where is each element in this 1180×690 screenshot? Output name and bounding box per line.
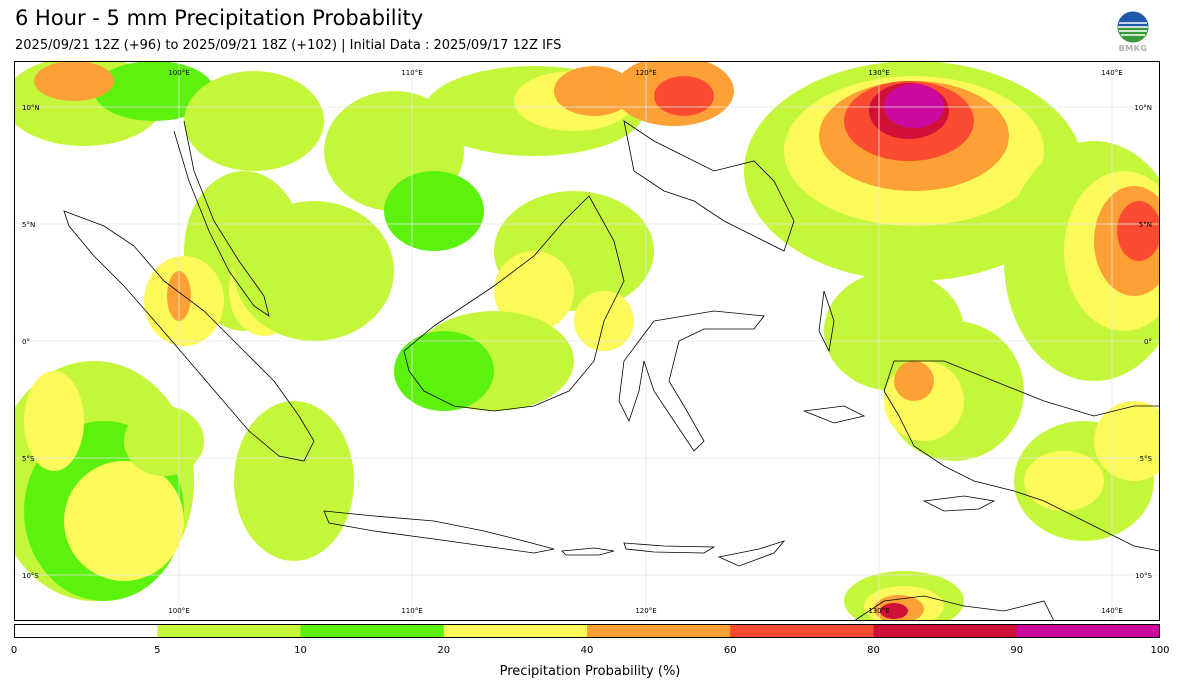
precip-area bbox=[384, 171, 484, 251]
colorbar-segment bbox=[157, 624, 301, 638]
lat-label: 5°S bbox=[22, 455, 35, 463]
bmkg-logo bbox=[1116, 10, 1150, 44]
precip-area bbox=[234, 401, 354, 561]
map-frame bbox=[14, 61, 1160, 621]
colorbar bbox=[14, 624, 1160, 638]
colorbar-tick-label: 60 bbox=[723, 645, 737, 656]
lat-label: 10°N bbox=[1134, 104, 1152, 112]
lon-labels-top: 100°E 110°E 120°E 130°E 140°E bbox=[168, 69, 1122, 77]
lat-label: 0° bbox=[22, 338, 30, 346]
precip-area bbox=[64, 461, 184, 581]
lon-label: 130°E bbox=[868, 607, 889, 615]
lon-label: 120°E bbox=[635, 69, 656, 77]
lon-label: 110°E bbox=[401, 607, 422, 615]
precip-area bbox=[1094, 401, 1160, 481]
gridlines bbox=[14, 61, 1160, 621]
precip-area bbox=[654, 76, 714, 116]
precip-area bbox=[1117, 201, 1160, 261]
bmkg-logo-text: BMKG bbox=[1118, 44, 1148, 53]
lat-label: 0° bbox=[1144, 338, 1152, 346]
colorbar-segment bbox=[1016, 624, 1160, 638]
lat-label: 10°S bbox=[22, 572, 39, 580]
precip-area bbox=[894, 361, 934, 401]
colorbar-tick-label: 20 bbox=[437, 645, 451, 656]
precip-area bbox=[394, 331, 494, 411]
colorbar-tick-label: 100 bbox=[1150, 645, 1170, 656]
precip-area bbox=[94, 61, 214, 121]
lon-label: 100°E bbox=[168, 607, 189, 615]
colorbar-label: Precipitation Probability (%) bbox=[499, 664, 681, 679]
lat-label: 10°S bbox=[1135, 572, 1152, 580]
lon-label: 140°E bbox=[1101, 607, 1122, 615]
precip-area bbox=[880, 603, 908, 619]
colorbar-tick-label: 40 bbox=[580, 645, 594, 656]
map-subtitle: 2025/09/21 12Z (+96) to 2025/09/21 18Z (… bbox=[15, 38, 562, 53]
colorbar-tick-label: 10 bbox=[294, 645, 307, 656]
colorbar-tick-label: 80 bbox=[867, 645, 880, 656]
colorbar-segment bbox=[873, 624, 1018, 638]
colorbar-tick-label: 90 bbox=[1010, 645, 1024, 656]
precip-area bbox=[34, 61, 114, 101]
lat-labels-left: 10°N 5°N 0° 5°S 10°S bbox=[22, 104, 40, 580]
lon-label: 140°E bbox=[1101, 69, 1122, 77]
precip-area bbox=[234, 201, 394, 341]
lat-label: 10°N bbox=[22, 104, 40, 112]
precip-area bbox=[1024, 451, 1104, 511]
colorbar-tick-label: 5 bbox=[154, 645, 161, 656]
precip-area bbox=[554, 66, 634, 116]
colorbar-segment bbox=[587, 624, 731, 638]
lon-label: 120°E bbox=[635, 607, 656, 615]
lon-label: 100°E bbox=[168, 69, 189, 77]
lon-label: 130°E bbox=[868, 69, 889, 77]
precip-area bbox=[884, 84, 944, 128]
precip-area bbox=[24, 371, 84, 471]
colorbar-segment bbox=[443, 624, 588, 638]
precip-field bbox=[14, 61, 1160, 621]
precipitation-map: 100°E 110°E 120°E 130°E 140°E 100°E 110°… bbox=[14, 61, 1160, 621]
colorbar-segment bbox=[14, 624, 158, 638]
coastlines bbox=[63, 120, 1160, 621]
lat-labels-right: 10°N 5°N 0° 5°S 10°S bbox=[1134, 104, 1152, 580]
lat-label: 5°N bbox=[1139, 221, 1152, 229]
lon-label: 110°E bbox=[401, 69, 422, 77]
colorbar-tick-label: 0 bbox=[10, 645, 18, 656]
colorbar-frame bbox=[14, 624, 1160, 638]
precip-area bbox=[184, 71, 324, 171]
lat-label: 5°N bbox=[22, 221, 35, 229]
map-title: 6 Hour - 5 mm Precipitation Probability bbox=[15, 6, 424, 30]
colorbar-segment bbox=[730, 624, 874, 638]
lat-label: 5°S bbox=[1140, 455, 1153, 463]
lon-labels-bottom: 100°E 110°E 120°E 130°E 140°E bbox=[168, 607, 1122, 615]
precip-area bbox=[124, 406, 204, 476]
colorbar-segment bbox=[300, 624, 445, 638]
